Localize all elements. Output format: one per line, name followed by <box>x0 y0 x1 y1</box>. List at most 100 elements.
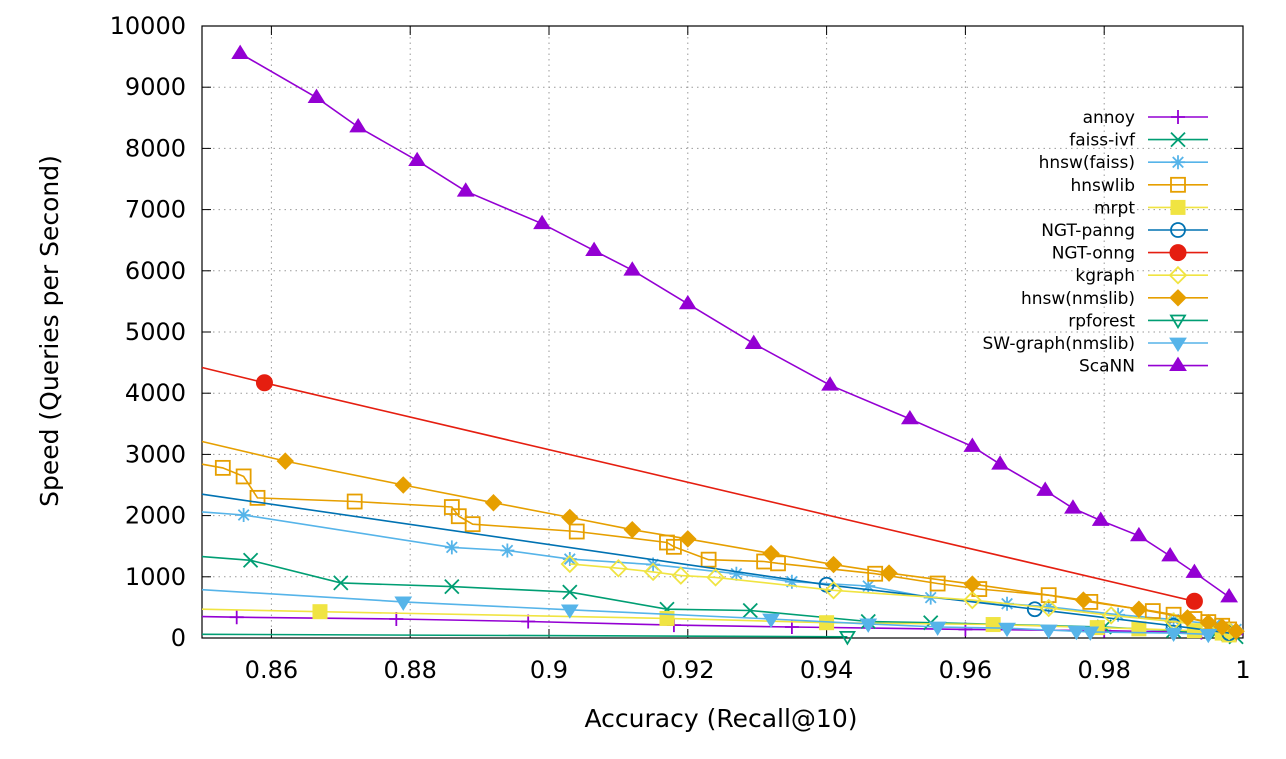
data-point-mrpt <box>312 604 328 620</box>
data-point-sw-graph-nmslib <box>859 618 878 633</box>
legend-marker <box>1170 131 1186 148</box>
data-point-scann <box>231 44 250 59</box>
data-point-hnsw-faiss <box>784 574 799 589</box>
y-tick-label: 8000 <box>125 134 186 162</box>
data-point-hnswlib <box>1040 587 1057 604</box>
data-point-sw-graph-nmslib <box>998 622 1016 638</box>
series-line-kgraph <box>569 563 1230 633</box>
data-point-hnsw-faiss <box>729 566 744 581</box>
x-axis-title: Accuracy (Recall@10) <box>585 704 858 733</box>
data-point-hnswlib <box>700 551 717 568</box>
y-tick-label: 7000 <box>125 196 186 224</box>
data-point-hnswlib <box>929 575 946 592</box>
data-point-hnsw-nmslib <box>963 575 982 593</box>
data-point-hnsw-nmslib <box>1130 600 1148 618</box>
data-point-scann <box>1130 526 1148 542</box>
data-point-annoy <box>521 614 536 629</box>
data-point-sw-graph-nmslib <box>560 604 579 619</box>
data-point-hnswlib <box>214 459 231 476</box>
x-tick-label: 0.86 <box>245 656 298 684</box>
legend-label: NGT-onng <box>1052 244 1135 264</box>
data-point-scann <box>1064 499 1082 514</box>
legend-label: kgraph <box>1075 266 1135 286</box>
y-tick-label: 1000 <box>125 563 186 591</box>
data-point-hnsw-faiss <box>500 543 515 558</box>
y-tick-label: 5000 <box>125 318 186 346</box>
legend-label: NGT-panng <box>1041 221 1135 241</box>
data-point-sw-graph-nmslib <box>1199 628 1218 644</box>
legend-entry-hnswlib: hnswlib <box>1070 176 1208 196</box>
x-tick-label: 0.98 <box>1077 656 1130 684</box>
data-point-hnswlib <box>568 523 585 540</box>
data-point-hnsw-faiss <box>236 507 251 522</box>
data-point-kgraph <box>609 558 628 578</box>
data-point-kgraph <box>824 580 843 600</box>
data-point-faiss-ivf <box>242 552 259 568</box>
data-point-hnsw-nmslib <box>276 452 294 470</box>
y-tick-label: 4000 <box>125 379 186 407</box>
y-tick-label: 10000 <box>110 12 186 40</box>
legend-label: SW-graph(nmslib) <box>982 334 1135 354</box>
data-point-scann <box>1036 481 1055 496</box>
data-point-scann <box>456 182 475 197</box>
data-point-hnswlib <box>770 555 786 572</box>
data-point-sw-graph-nmslib <box>1164 627 1183 643</box>
data-point-scann <box>408 151 427 167</box>
legend-entry-sw-graph-nmslib: SW-graph(nmslib) <box>982 334 1208 354</box>
legend-label: annoy <box>1083 108 1135 128</box>
axes: 0.86 0.88 0.9 0.92 0.94 0.96 0.98 1 0 1000 2000 300… <box>110 12 1251 684</box>
y-tick-label: 2000 <box>125 502 186 530</box>
data-point-hnswlib <box>450 508 467 525</box>
data-point-scann <box>678 294 697 310</box>
legend-marker <box>1170 199 1186 215</box>
data-point-scann <box>585 241 604 257</box>
legend-entry-ngt-onng: NGT-onng <box>1052 244 1208 264</box>
data-point-hnsw-faiss <box>444 540 459 555</box>
y-axis-title: Speed (Queries per Second) <box>35 155 64 507</box>
data-point-scann <box>900 409 919 425</box>
data-point-hnsw-nmslib <box>880 564 898 582</box>
data-point-hnsw-faiss <box>861 578 876 593</box>
data-point-hnswlib <box>464 516 481 533</box>
legend-entry-kgraph: kgraph <box>1075 265 1208 286</box>
y-tick-label: 3000 <box>125 440 186 468</box>
data-point-faiss-ivf <box>333 575 349 591</box>
x-tick-label: 0.88 <box>383 656 436 684</box>
x-tick-label: 0.94 <box>800 656 853 684</box>
data-point-hnsw-nmslib <box>623 520 641 539</box>
legend-marker <box>1169 356 1187 371</box>
x-tick-label: 1 <box>1235 656 1250 684</box>
y-tick-label: 9000 <box>125 73 186 101</box>
data-point-hnswlib <box>235 468 252 485</box>
legend-marker <box>1171 155 1185 170</box>
legend-entry-rpforest: rpforest <box>1068 311 1208 331</box>
data-point-faiss-ivf <box>742 602 758 619</box>
legend-marker <box>1168 265 1188 285</box>
data-point-mrpt <box>1131 621 1147 637</box>
data-point-hnsw-nmslib <box>394 476 412 494</box>
legend-marker <box>1169 244 1187 262</box>
data-point-hnsw-nmslib <box>1227 622 1245 640</box>
legend-entry-hnsw-nmslib: hnsw(nmslib) <box>1021 289 1208 309</box>
data-point-faiss-ivf <box>444 578 460 595</box>
data-point-sw-graph-nmslib <box>1039 624 1058 639</box>
data-point-hnsw-nmslib <box>484 494 503 512</box>
data-point-rpforest <box>838 630 856 646</box>
data-point-hnsw-nmslib <box>1178 609 1197 627</box>
data-point-sw-graph-nmslib <box>1067 625 1086 641</box>
data-point-sw-graph-nmslib <box>928 621 947 636</box>
data-point-hnsw-faiss <box>562 552 577 567</box>
series-scann <box>231 44 1239 603</box>
data-point-hnsw-nmslib <box>1074 591 1093 609</box>
series-line-sw-graph-nmslib <box>201 588 1209 636</box>
data-point-scann <box>533 214 551 230</box>
series-sw-graph-nmslib <box>201 588 1218 644</box>
data-point-kgraph <box>643 562 663 582</box>
legend-label: hnsw(nmslib) <box>1021 289 1135 309</box>
data-point-kgraph <box>1039 598 1058 618</box>
data-point-sw-graph-nmslib <box>762 613 780 628</box>
data-point-kgraph <box>1101 606 1121 625</box>
legend-label: rpforest <box>1068 311 1135 331</box>
data-point-scann <box>1091 511 1110 526</box>
